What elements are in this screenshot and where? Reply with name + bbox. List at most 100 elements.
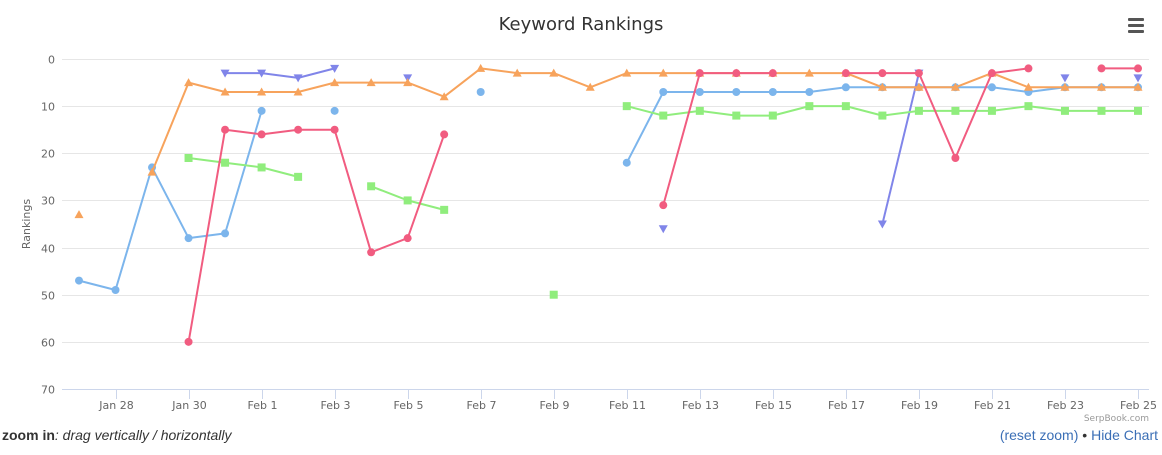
data-point[interactable] [367,248,376,257]
data-point[interactable] [768,69,777,78]
data-point[interactable] [914,106,923,115]
data-point[interactable] [111,286,120,294]
data-point[interactable] [439,92,449,101]
data-point[interactable] [257,130,266,139]
data-point[interactable] [1097,64,1106,73]
data-point[interactable] [659,88,668,96]
data-point[interactable] [804,68,814,77]
data-point[interactable] [184,154,193,162]
data-point[interactable] [549,68,559,77]
data-point[interactable] [403,78,413,87]
data-point[interactable] [732,69,741,78]
data-point[interactable] [330,106,339,115]
series-line [225,67,335,79]
data-point[interactable] [257,163,266,172]
data-point[interactable] [950,82,960,91]
data-point[interactable] [74,210,84,219]
data-point[interactable] [732,88,741,96]
data-point[interactable] [549,290,558,299]
data-point[interactable] [476,88,485,96]
data-point[interactable] [1023,82,1033,91]
data-point[interactable] [768,88,777,96]
data-point[interactable] [1096,82,1106,91]
data-point[interactable] [440,205,449,214]
data-point[interactable] [695,69,704,78]
data-point[interactable] [768,111,777,120]
zoom-in-label: zoom in [2,427,55,443]
x-tick-label: Feb 23 [1047,399,1084,412]
data-point[interactable] [330,78,340,87]
data-point[interactable] [184,234,193,243]
data-point[interactable] [658,68,668,77]
data-point[interactable] [987,83,996,92]
data-point[interactable] [440,130,449,139]
data-point[interactable] [1134,106,1142,115]
data-point[interactable] [659,201,668,210]
data-point[interactable] [987,69,996,78]
data-point[interactable] [622,68,632,77]
data-point[interactable] [1134,64,1142,73]
data-point[interactable] [294,125,303,134]
grid-lines [62,59,1149,390]
data-point[interactable] [805,88,814,96]
data-point[interactable] [622,102,631,111]
data-point[interactable] [805,102,814,111]
data-point[interactable] [878,69,887,78]
data-point[interactable] [1097,106,1106,115]
data-point[interactable] [1060,82,1070,91]
data-point[interactable] [914,82,924,91]
data-point[interactable] [221,158,230,167]
data-point[interactable] [366,78,376,87]
data-point[interactable] [221,125,230,134]
data-point[interactable] [220,69,230,78]
hide-chart-link[interactable]: Hide Chart [1091,427,1158,443]
data-point[interactable] [330,64,340,73]
chart-menu-button[interactable] [1128,18,1146,34]
data-point[interactable] [732,111,741,120]
data-point[interactable] [184,78,194,87]
data-point[interactable] [403,196,412,205]
x-tick-label: Jan 28 [98,399,133,412]
data-point[interactable] [1024,102,1033,111]
data-point[interactable] [1133,74,1143,83]
data-point[interactable] [1060,74,1070,83]
data-point[interactable] [622,158,631,167]
data-point[interactable] [147,167,157,176]
data-point[interactable] [257,87,267,96]
data-point[interactable] [841,102,850,111]
data-point[interactable] [293,87,303,96]
data-point[interactable] [695,88,704,96]
data-point[interactable] [987,106,996,115]
data-point[interactable] [367,182,376,191]
data-point[interactable] [403,234,412,243]
data-point[interactable] [257,106,266,115]
data-point[interactable] [951,154,960,162]
data-point[interactable] [695,106,704,115]
data-point[interactable] [257,69,267,78]
series-line [662,72,773,206]
data-point[interactable] [585,82,595,91]
data-point[interactable] [659,111,668,120]
data-point[interactable] [294,172,303,181]
reset-zoom-link[interactable]: (reset zoom) [999,427,1079,443]
data-point[interactable] [877,220,887,229]
data-point[interactable] [221,229,230,238]
data-point[interactable] [1024,64,1033,73]
data-point[interactable] [220,87,230,96]
data-point[interactable] [184,337,193,346]
data-point[interactable] [75,276,83,285]
data-point[interactable] [1060,106,1069,115]
data-point[interactable] [1133,82,1143,91]
data-point[interactable] [914,69,923,78]
data-point[interactable] [841,83,850,92]
data-point[interactable] [293,74,303,83]
data-point[interactable] [476,63,486,72]
data-point[interactable] [877,82,887,91]
data-point[interactable] [512,68,522,77]
data-point[interactable] [841,69,850,78]
data-point[interactable] [330,125,339,134]
data-point[interactable] [658,225,668,234]
data-point[interactable] [951,106,960,115]
data-point[interactable] [878,111,887,120]
